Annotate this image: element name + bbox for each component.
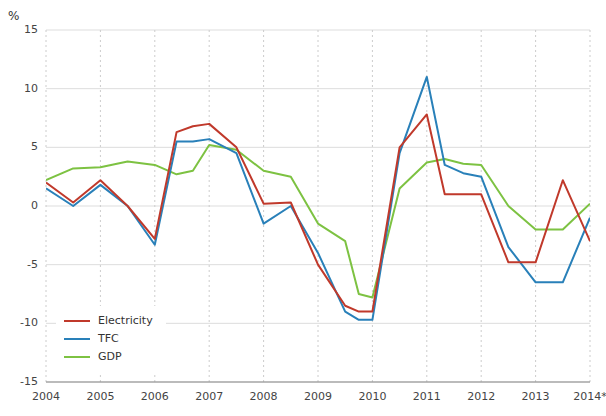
y-tick-label: 10 <box>24 82 38 95</box>
x-axis-line <box>46 382 590 383</box>
x-tick-label: 2005 <box>86 390 114 403</box>
x-tick-label: 2013 <box>522 390 550 403</box>
grid <box>46 30 590 382</box>
legend-swatch <box>64 320 90 322</box>
x-grid-line <box>318 30 319 382</box>
series-line <box>46 145 590 298</box>
x-grid-line <box>263 30 264 382</box>
legend-label: TFC <box>97 332 119 345</box>
y-tick-label: -10 <box>20 316 38 329</box>
x-tick-label: 2014* <box>573 390 606 403</box>
lines <box>46 77 590 320</box>
tick-labels: -15 -10 -5 0 5 10 15 2004 2005 2006 2007 2008 2009 20… <box>20 23 606 403</box>
x-grid-line <box>535 30 536 382</box>
x-tick-label: 2008 <box>250 390 278 403</box>
legend: Electricity TFC GDP <box>56 306 166 372</box>
y-tick-label: 15 <box>24 23 38 36</box>
x-tick-label: 2009 <box>304 390 332 403</box>
x-grid-line <box>481 30 482 382</box>
legend-swatch <box>64 338 90 340</box>
y-tick-label: 0 <box>31 199 38 212</box>
y-tick-label: 5 <box>31 140 38 153</box>
x-grid-line <box>372 30 373 382</box>
series-line <box>46 114 590 311</box>
x-grid-line <box>209 30 210 382</box>
y-tick-label: -5 <box>27 258 38 271</box>
x-tick-label: 2012 <box>467 390 495 403</box>
chart: -15 -10 -5 0 5 10 15 2004 2005 2006 2007 2008 2009 20… <box>0 0 606 416</box>
x-grid-line <box>46 30 47 382</box>
x-tick-label: 2004 <box>32 390 60 403</box>
legend-swatch <box>64 356 90 358</box>
x-tick-label: 2007 <box>195 390 223 403</box>
y-grid-line <box>46 382 590 383</box>
series-line <box>46 77 590 320</box>
y-grid-line <box>46 88 590 89</box>
legend-label: GDP <box>98 350 122 363</box>
x-tick-label: 2006 <box>141 390 169 403</box>
x-tick-label: 2011 <box>413 390 441 403</box>
y-tick-label: -15 <box>20 375 38 388</box>
y-axis-label: % <box>8 9 19 23</box>
legend-box <box>56 306 166 372</box>
x-tick-label: 2010 <box>358 390 386 403</box>
x-grid-line <box>590 30 591 382</box>
legend-label: Electricity <box>98 314 153 327</box>
